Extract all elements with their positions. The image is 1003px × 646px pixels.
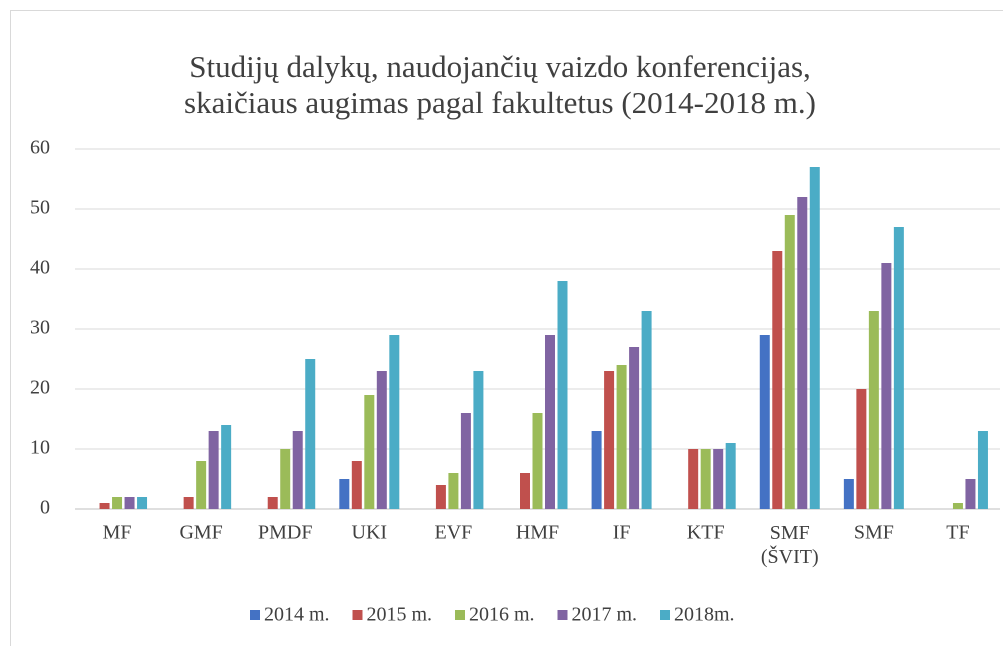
bar: [196, 461, 207, 509]
legend-swatch: [660, 610, 670, 620]
bar: [292, 431, 303, 509]
bar: [616, 365, 627, 509]
x-tick-label: MF: [103, 522, 132, 544]
x-tick-label: TF: [946, 522, 969, 544]
chart-title: Studijų dalykų, naudojančių vaizdo konfe…: [184, 49, 816, 120]
legend-label: 2018m.: [674, 604, 735, 626]
bar: [460, 413, 471, 509]
bar: [977, 431, 988, 509]
bar: [868, 311, 879, 509]
bar: [952, 503, 963, 509]
y-tick-label: 40: [30, 257, 50, 279]
legend-label: 2015 m.: [367, 604, 433, 626]
y-tick-label: 0: [40, 497, 50, 519]
bar: [797, 197, 808, 509]
bar: [305, 359, 316, 509]
chart-frame: [10, 10, 1003, 646]
bar: [267, 497, 278, 509]
bar: [532, 413, 543, 509]
bar: [473, 371, 484, 509]
bar: [809, 167, 820, 509]
bar: [99, 503, 110, 509]
bar: [183, 497, 194, 509]
bar: [856, 389, 867, 509]
bar: [221, 425, 232, 509]
y-tick-label: 30: [30, 317, 50, 339]
bar: [364, 395, 375, 509]
bar: [389, 335, 400, 509]
bar: [557, 281, 568, 509]
bar: [784, 215, 795, 509]
x-tick-label: PMDF: [258, 522, 312, 544]
y-tick-label: 50: [30, 197, 50, 219]
bar: [759, 335, 770, 509]
x-tick-label: IF: [613, 522, 631, 544]
bar: [881, 263, 892, 509]
bar: [629, 347, 640, 509]
legend-swatch: [250, 610, 260, 620]
x-tick-label: EVF: [435, 522, 473, 544]
bar: [772, 251, 783, 509]
bar: [435, 485, 446, 509]
legend-swatch: [352, 610, 363, 620]
bar: [137, 497, 148, 509]
bar: [688, 449, 699, 509]
x-tick-label: SMF: [854, 522, 894, 544]
bar: [725, 443, 736, 509]
bar: [339, 479, 350, 509]
legend-label: 2016 m.: [469, 604, 535, 626]
bar: [713, 449, 724, 509]
legend-label: 2014 m.: [264, 604, 330, 626]
bar: [641, 311, 652, 509]
bar: [351, 461, 362, 509]
bar: [376, 371, 387, 509]
bar: [700, 449, 711, 509]
bar: [965, 479, 976, 509]
bar: [208, 431, 219, 509]
x-tick-label: GMF: [179, 522, 222, 544]
x-tick-label: KTF: [687, 522, 725, 544]
bar: [591, 431, 602, 509]
bar: [448, 473, 459, 509]
y-tick-label: 20: [30, 377, 50, 399]
y-tick-label: 60: [30, 137, 50, 159]
legend-swatch: [455, 610, 465, 620]
bar: [124, 497, 135, 509]
y-tick-label: 10: [30, 437, 50, 459]
bar: [280, 449, 291, 509]
x-tick-label: SMF (ŠVIT): [761, 522, 819, 568]
bar: [545, 335, 555, 509]
bar: [893, 227, 904, 509]
bar: [604, 371, 615, 509]
bar: [112, 497, 123, 509]
bar: [843, 479, 854, 509]
bar: [520, 473, 530, 509]
x-tick-label: HMF: [516, 522, 559, 544]
legend-label: 2017 m.: [572, 604, 638, 626]
x-tick-label: UKI: [352, 522, 388, 544]
legend-swatch: [557, 610, 568, 620]
